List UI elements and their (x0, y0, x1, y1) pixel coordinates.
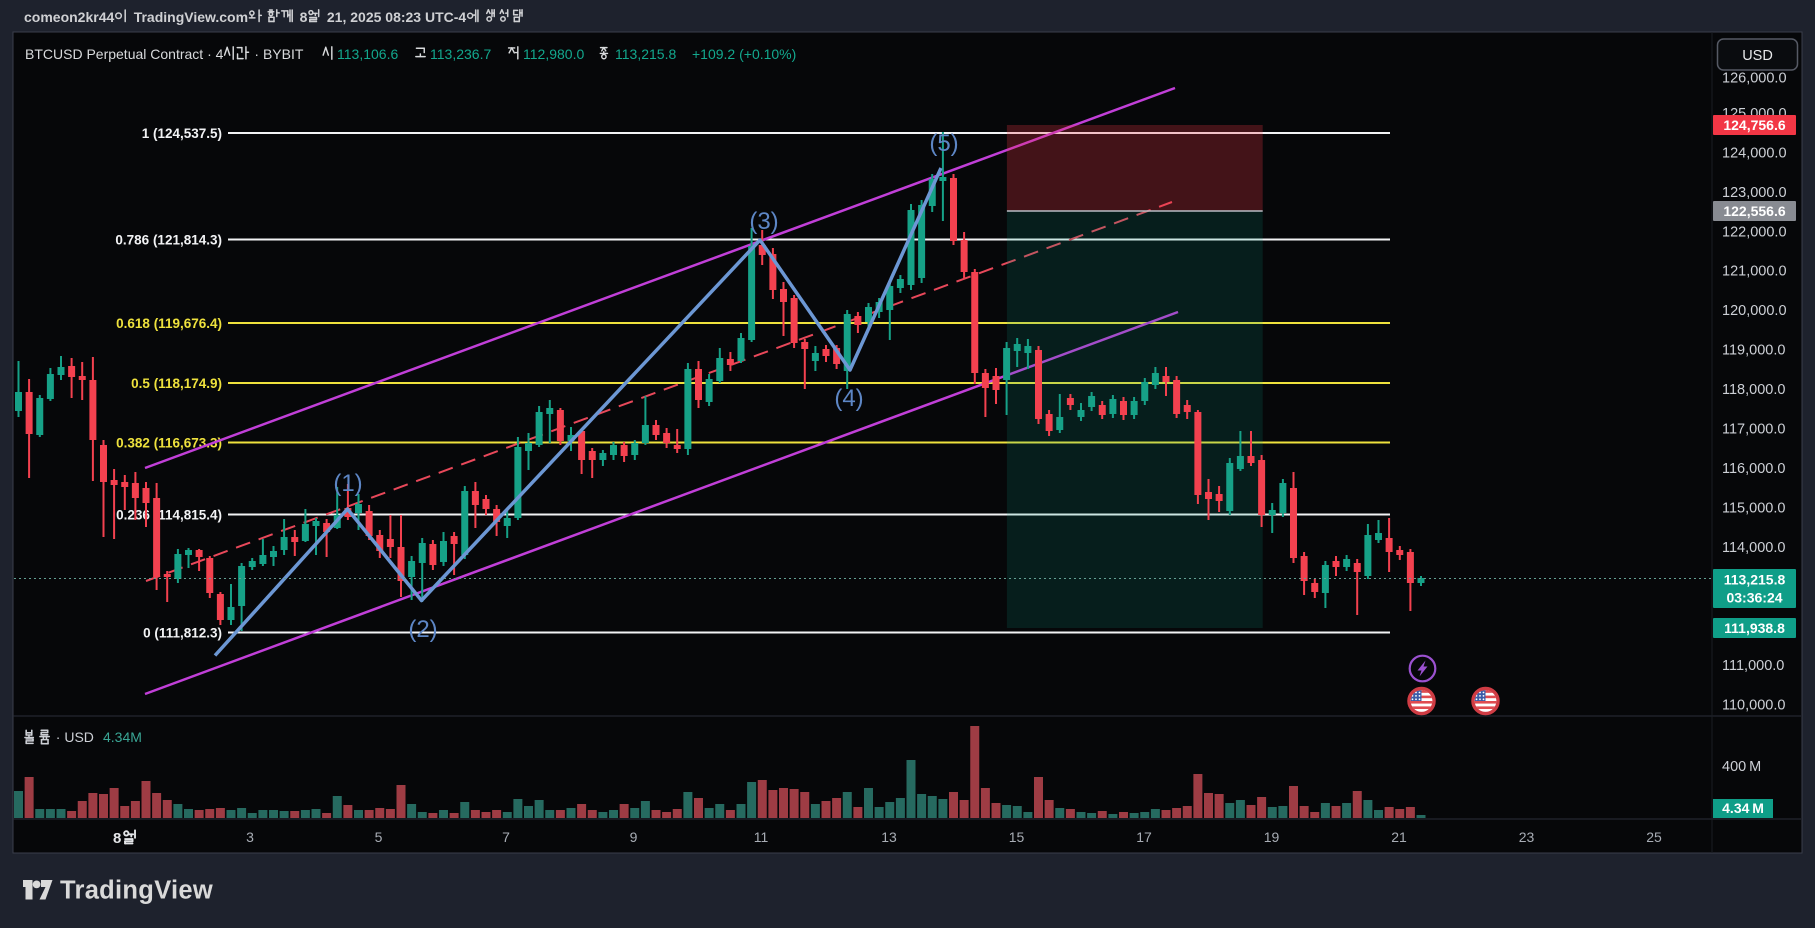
svg-text:· BYBIT: · BYBIT (254, 46, 303, 62)
svg-text:0.5 (118,174.9): 0.5 (118,174.9) (131, 376, 222, 391)
svg-text:113,215.8: 113,215.8 (615, 46, 676, 62)
svg-text:15: 15 (1009, 829, 1025, 845)
svg-text:25: 25 (1646, 829, 1662, 845)
svg-text:21, 2025 08:23 UTC-4: 21, 2025 08:23 UTC-4 (327, 9, 467, 25)
svg-text:TradingView: TradingView (60, 877, 213, 905)
svg-text:0.236 (114,815.4): 0.236 (114,815.4) (116, 508, 222, 523)
svg-text:400 M: 400 M (1722, 759, 1761, 775)
svg-text:8: 8 (300, 9, 308, 25)
svg-text:19: 19 (1264, 829, 1280, 845)
svg-text:03:36:24: 03:36:24 (1726, 590, 1782, 606)
svg-text:4.34 M: 4.34 M (1722, 800, 1764, 816)
svg-text:118,000.0: 118,000.0 (1722, 382, 1785, 398)
svg-text:(2): (2) (408, 616, 437, 643)
svg-text:119,000.0: 119,000.0 (1722, 343, 1785, 359)
svg-text:122,556.6: 122,556.6 (1723, 203, 1785, 219)
svg-text:· USD: · USD (53, 729, 94, 745)
svg-text:BTCUSD Perpetual Contract · 4: BTCUSD Perpetual Contract · 4 (25, 46, 224, 62)
svg-text:121,000.0: 121,000.0 (1722, 264, 1787, 280)
svg-text:114,000.0: 114,000.0 (1722, 540, 1785, 556)
svg-text:(1): (1) (333, 470, 362, 497)
svg-text:comeon2kr44: comeon2kr44 (24, 9, 114, 25)
svg-text:124,756.6: 124,756.6 (1723, 117, 1785, 133)
svg-text:113,215.8: 113,215.8 (1724, 572, 1786, 588)
svg-text:0.786 (121,814.3): 0.786 (121,814.3) (115, 233, 222, 248)
svg-text:13: 13 (881, 829, 897, 845)
svg-text:0.618 (119,676.4): 0.618 (119,676.4) (116, 316, 222, 331)
svg-text:113,106.6: 113,106.6 (337, 46, 398, 62)
svg-text:(4): (4) (834, 385, 863, 412)
svg-text:+109.2 (+0.10%): +109.2 (+0.10%) (692, 46, 796, 62)
svg-text:112,980.0: 112,980.0 (523, 46, 584, 62)
svg-text:8: 8 (113, 830, 121, 847)
svg-text:17: 17 (1136, 829, 1152, 845)
svg-text:USD: USD (1742, 48, 1773, 64)
svg-text:1 (124,537.5): 1 (124,537.5) (142, 126, 222, 141)
svg-text:4.34M: 4.34M (103, 729, 142, 745)
svg-text:7: 7 (502, 829, 510, 845)
svg-text:11: 11 (754, 829, 769, 845)
svg-text:0.382 (116,673.3): 0.382 (116,673.3) (116, 436, 222, 451)
svg-text:9: 9 (630, 829, 638, 845)
svg-text:124,000.0: 124,000.0 (1722, 145, 1787, 161)
svg-text:126,000.0: 126,000.0 (1722, 71, 1787, 87)
svg-text:116,000.0: 116,000.0 (1722, 461, 1785, 477)
svg-text:21: 21 (1391, 829, 1407, 845)
svg-text:23: 23 (1519, 829, 1535, 845)
svg-text:(3): (3) (749, 208, 778, 235)
svg-text:111,938.8: 111,938.8 (1724, 620, 1785, 636)
svg-text:(5): (5) (929, 130, 958, 157)
svg-text:110,000.0: 110,000.0 (1722, 698, 1785, 714)
svg-text:TradingView.com: TradingView.com (134, 9, 248, 25)
svg-text:120,000.0: 120,000.0 (1722, 303, 1787, 319)
svg-text:122,000.0: 122,000.0 (1722, 224, 1787, 240)
svg-text:3: 3 (246, 829, 254, 845)
svg-text:123,000.0: 123,000.0 (1722, 185, 1787, 201)
svg-text:115,000.0: 115,000.0 (1722, 500, 1785, 516)
svg-text:111,000.0: 111,000.0 (1722, 658, 1784, 674)
svg-text:113,236.7: 113,236.7 (430, 46, 491, 62)
svg-text:117,000.0: 117,000.0 (1722, 422, 1785, 438)
svg-text:5: 5 (375, 829, 383, 845)
svg-text:0 (111,812.3): 0 (111,812.3) (143, 626, 222, 641)
